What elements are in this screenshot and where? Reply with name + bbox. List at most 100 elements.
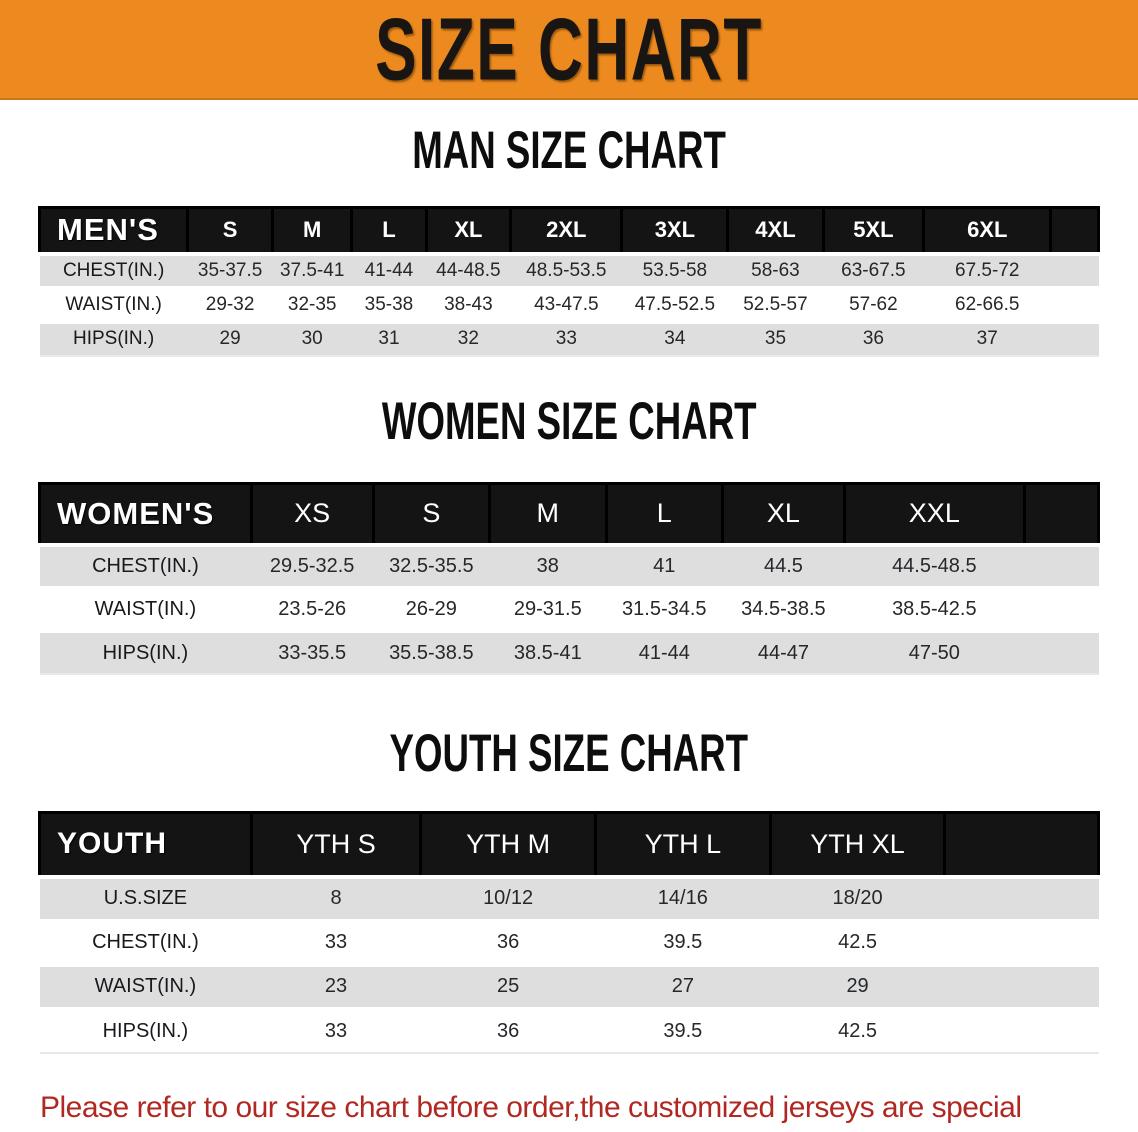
size-value-cell: 42.5 — [770, 918, 945, 965]
size-value-cell: 32-35 — [272, 285, 352, 322]
page-title: SIZE CHART — [375, 0, 763, 98]
size-value-cell: 44.5 — [722, 543, 845, 588]
column-header: YTH XL — [768, 811, 947, 878]
table-row: U.S.SIZE 8 10/12 14/16 18/20 — [39, 874, 1099, 921]
size-value-cell: 33 — [251, 918, 421, 965]
filler-cell — [944, 918, 1099, 965]
table-row: HIPS(IN.) 33 36 39.5 42.5 — [39, 1006, 1099, 1054]
column-header: M — [270, 206, 354, 255]
size-value-cell: 53.5-58 — [621, 251, 728, 288]
filler-cell — [944, 1006, 1099, 1054]
size-value-cell: 52.5-57 — [727, 285, 824, 322]
size-value-cell: 10/12 — [420, 874, 596, 921]
column-header: XL — [721, 481, 846, 547]
column-header-filler — [1022, 481, 1101, 547]
column-header: XL — [424, 206, 513, 255]
size-value-cell: 31 — [351, 319, 427, 357]
table-row: WAIST(IN.) 23 25 27 29 — [39, 962, 1099, 1009]
row-label: CHEST(IN.) — [39, 918, 252, 965]
table-row: CHEST(IN.) 35-37.5 37.5-41 41-44 44-48.5 48.5… — [39, 251, 1099, 288]
size-value-cell: 41-44 — [606, 629, 723, 675]
size-value-cell: 36 — [823, 319, 924, 357]
size-value-cell: 35.5-38.5 — [373, 629, 490, 675]
column-header: YTH L — [593, 811, 772, 878]
row-label: CHEST(IN.) — [39, 251, 188, 288]
column-header-filler — [943, 811, 1100, 878]
size-value-cell: 39.5 — [595, 918, 771, 965]
size-value-cell: 47.5-52.5 — [621, 285, 728, 322]
size-value-cell: 44-48.5 — [426, 251, 511, 288]
size-value-cell: 35-38 — [351, 285, 427, 322]
size-value-cell: 37.5-41 — [272, 251, 352, 288]
size-value-cell: 35-37.5 — [187, 251, 273, 288]
table-row: WAIST(IN.) 23.5-26 26-29 29-31.5 31.5-34.5 34… — [39, 586, 1099, 631]
size-value-cell: 42.5 — [770, 1006, 945, 1054]
size-value-cell: 14/16 — [595, 874, 771, 921]
header-row: MEN'S S M L XL 2XL 3XL 4XL 5XL 6XL — [37, 206, 1100, 255]
row-label: CHEST(IN.) — [39, 543, 252, 588]
size-value-cell: 67.5-72 — [923, 251, 1051, 288]
filler-cell — [1024, 586, 1099, 631]
header-row: YOUTH YTH S YTH M YTH L YTH XL — [38, 811, 1100, 878]
filler-cell — [1050, 319, 1099, 357]
women-size-table: WOMEN'S XS S M L XL XXL CHEST(IN.) 29.5-32.5 32.5… — [38, 481, 1101, 675]
size-value-cell: 34.5-38.5 — [722, 586, 845, 631]
man-section-heading-text: MAN SIZE CHART — [412, 119, 726, 180]
table-row: HIPS(IN.) 33-35.5 35.5-38.5 38.5-41 41-44 44-… — [39, 629, 1099, 675]
table-row: CHEST(IN.) 29.5-32.5 32.5-35.5 38 41 44.5 44.5… — [39, 543, 1099, 588]
size-value-cell: 38-43 — [426, 285, 511, 322]
column-header: XXL — [842, 481, 1026, 547]
size-value-cell: 33-35.5 — [251, 629, 374, 675]
row-label: HIPS(IN.) — [39, 1006, 252, 1054]
youth-section-heading: YOUTH SIZE CHART — [0, 722, 1138, 789]
table-corner-label: YOUTH — [38, 811, 253, 878]
youth-section-heading-text: YOUTH SIZE CHART — [389, 722, 749, 783]
filler-cell — [1024, 543, 1099, 588]
size-value-cell: 25 — [420, 962, 596, 1009]
size-value-cell: 57-62 — [823, 285, 924, 322]
size-value-cell: 43-47.5 — [510, 285, 622, 322]
size-value-cell: 48.5-53.5 — [510, 251, 622, 288]
filler-cell — [1024, 629, 1099, 675]
size-value-cell: 33 — [510, 319, 622, 357]
size-value-cell: 41 — [606, 543, 723, 588]
size-value-cell: 18/20 — [770, 874, 945, 921]
disclaimer-line-1: Please refer to our size chart before or… — [40, 1090, 1022, 1124]
size-value-cell: 39.5 — [595, 1006, 771, 1054]
filler-cell — [1050, 251, 1099, 288]
size-value-cell: 30 — [272, 319, 352, 357]
column-header: S — [371, 481, 492, 547]
column-header: L — [350, 206, 428, 255]
size-value-cell: 38.5-41 — [489, 629, 607, 675]
column-header: XS — [249, 481, 375, 547]
women-section-heading: WOMEN SIZE CHART — [0, 393, 1138, 457]
size-value-cell: 36 — [420, 918, 596, 965]
column-header: 2XL — [509, 206, 624, 255]
size-value-cell: 29-32 — [187, 285, 273, 322]
size-chart-banner: SIZE CHART — [0, 0, 1138, 100]
filler-cell — [1050, 285, 1099, 322]
filler-cell — [944, 962, 1099, 1009]
size-value-cell: 32 — [426, 319, 511, 357]
size-value-cell: 23.5-26 — [251, 586, 374, 631]
column-header: 5XL — [821, 206, 926, 255]
size-value-cell: 27 — [595, 962, 771, 1009]
size-value-cell: 58-63 — [727, 251, 824, 288]
size-value-cell: 32.5-35.5 — [373, 543, 490, 588]
size-value-cell: 29-31.5 — [489, 586, 607, 631]
size-value-cell: 37 — [923, 319, 1051, 357]
size-value-cell: 63-67.5 — [823, 251, 924, 288]
size-value-cell: 33 — [251, 1006, 421, 1054]
size-value-cell: 8 — [251, 874, 421, 921]
size-value-cell: 36 — [420, 1006, 596, 1054]
row-label: HIPS(IN.) — [39, 629, 252, 675]
column-header: S — [186, 206, 274, 255]
size-value-cell: 38 — [489, 543, 607, 588]
size-value-cell: 34 — [621, 319, 728, 357]
man-section-heading: MAN SIZE CHART — [0, 119, 1138, 186]
table-row: HIPS(IN.) 29 30 31 32 33 34 35 36 37 — [39, 319, 1099, 357]
size-value-cell: 44-47 — [722, 629, 845, 675]
column-header: YTH S — [249, 811, 423, 878]
size-value-cell: 31.5-34.5 — [606, 586, 723, 631]
size-value-cell: 29.5-32.5 — [251, 543, 374, 588]
